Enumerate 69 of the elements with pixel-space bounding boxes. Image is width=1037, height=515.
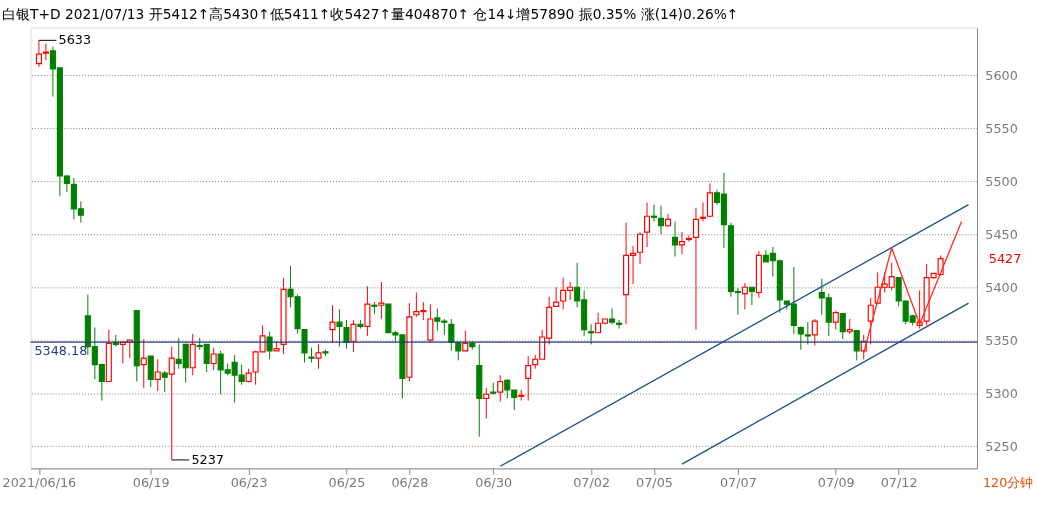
candlestick <box>748 286 755 306</box>
candlestick <box>685 234 693 243</box>
candlestick <box>699 201 706 223</box>
candlestick <box>350 319 357 353</box>
candlestick <box>483 387 490 420</box>
x-tick-label: 06/23 <box>230 474 268 490</box>
candlestick <box>790 266 797 335</box>
candlestick <box>161 370 168 393</box>
x-tick-label: 06/28 <box>391 474 429 490</box>
candlestick <box>329 304 336 343</box>
candlestick <box>637 231 644 265</box>
ref-line-label: 5348.18 <box>34 342 88 358</box>
candlestick <box>643 201 651 248</box>
candlestick <box>671 221 679 257</box>
chart-title: 白银T+D 2021/07/13 开5412↑高5430↑低5411↑收5427↑量404870↑ 仓14↓增57890 振0.35% 涨(14)0.26%↑ <box>2 5 739 22</box>
y-tick-label: 5450 <box>985 226 1018 242</box>
x-tick-label: 06/30 <box>475 474 513 490</box>
candlestick <box>371 301 378 315</box>
x-tick-label: 07/02 <box>573 474 611 490</box>
candlestick <box>706 182 713 218</box>
y-tick-label: 5400 <box>985 279 1018 295</box>
candlestick <box>462 330 469 352</box>
x-tick-label: 07/05 <box>636 474 673 490</box>
candlestick <box>797 325 804 351</box>
candlestick <box>525 355 532 402</box>
candlestick <box>588 323 595 345</box>
candlestick <box>210 347 217 371</box>
x-tick-label: 07/09 <box>817 474 855 490</box>
text: 5427 <box>988 250 1022 266</box>
candlestick <box>315 343 322 370</box>
y-tick-label: 5550 <box>985 120 1018 136</box>
candlestick <box>427 303 434 343</box>
candlestick <box>301 329 308 363</box>
candlestick <box>189 333 196 376</box>
text: 120分钟 <box>982 475 1034 491</box>
candlestick <box>336 308 343 348</box>
candlestick <box>650 204 658 223</box>
candlestick <box>839 312 846 340</box>
y-tick-label: 5350 <box>985 332 1018 348</box>
y-tick-label: 5600 <box>985 67 1018 83</box>
candlestick <box>609 307 616 325</box>
candlestick <box>832 310 839 331</box>
candlestick <box>497 374 504 403</box>
x-tick-label: 06/25 <box>328 474 366 490</box>
candlestick <box>140 338 147 389</box>
candlestick <box>741 282 748 310</box>
candlestick <box>692 207 700 331</box>
x-tick-label: 07/07 <box>719 474 757 490</box>
y-tick-label: 5250 <box>985 438 1018 454</box>
candlestick <box>811 318 818 346</box>
candlestick <box>147 355 154 388</box>
candlestick <box>378 281 385 320</box>
candlestick <box>657 205 665 235</box>
y-tick-label: 5500 <box>985 173 1018 189</box>
candlestick <box>364 285 371 337</box>
candlestick <box>518 389 525 402</box>
x-tick-label: 2021/06/16 <box>2 474 77 490</box>
annotation: 5237 <box>191 451 224 467</box>
candlestick <box>678 231 686 255</box>
annotation: 5633 <box>58 32 92 48</box>
candlestick <box>343 319 350 350</box>
candlestick <box>154 358 161 392</box>
candlestick <box>168 346 175 461</box>
candlestick <box>804 321 811 345</box>
x-tick-label: 06/19 <box>132 474 170 490</box>
y-tick-label: 5300 <box>985 385 1018 401</box>
candlestick <box>616 319 623 330</box>
candlestick <box>664 213 672 228</box>
x-tick-label: 07/12 <box>880 474 918 490</box>
